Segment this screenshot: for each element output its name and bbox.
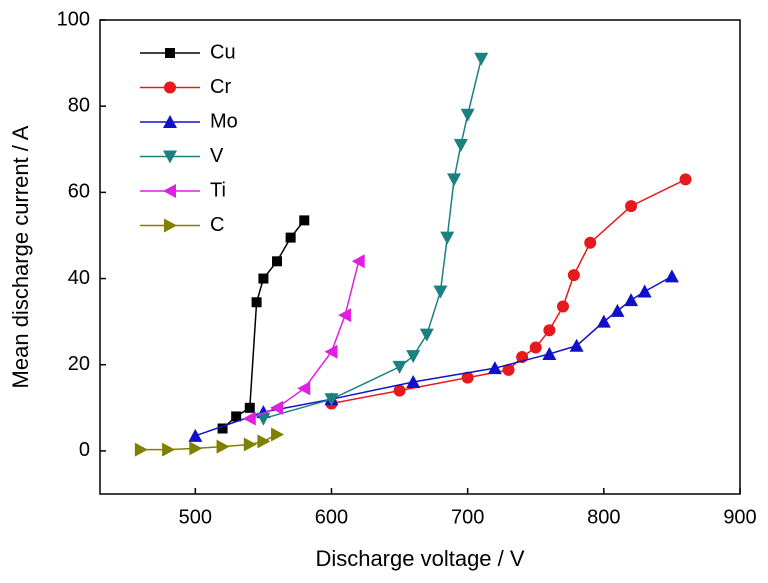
y-tick-label: 40 xyxy=(68,267,90,289)
y-tick-label: 20 xyxy=(68,353,90,375)
y-tick-label: 60 xyxy=(68,181,90,203)
data-point xyxy=(251,297,262,308)
plot-frame xyxy=(99,19,741,495)
legend-marker xyxy=(164,81,176,94)
data-point xyxy=(271,427,285,442)
y-axis-title: Mean discharge current / A xyxy=(8,125,33,388)
x-tick-label: 800 xyxy=(587,506,620,528)
data-point xyxy=(134,442,148,457)
data-point xyxy=(543,324,556,337)
data-point xyxy=(461,371,474,384)
data-point xyxy=(272,256,283,267)
data-point xyxy=(351,254,365,269)
y-tick-label: 100 xyxy=(57,8,90,30)
data-point xyxy=(584,236,597,249)
data-point xyxy=(285,232,296,243)
legend-label: C xyxy=(210,214,224,236)
data-point xyxy=(664,269,679,283)
legend-marker xyxy=(165,48,175,58)
data-point xyxy=(257,434,271,449)
data-point xyxy=(529,341,542,354)
data-point xyxy=(610,303,625,317)
data-point xyxy=(419,328,434,342)
legend-label: Ti xyxy=(210,179,226,201)
data-point xyxy=(324,344,338,359)
data-point xyxy=(406,350,421,364)
x-axis-title: Discharge voltage / V xyxy=(315,546,524,571)
data-point xyxy=(624,293,639,307)
series-line xyxy=(249,261,360,420)
series-line xyxy=(331,178,686,405)
data-point xyxy=(162,442,176,457)
data-point xyxy=(217,423,228,434)
data-point xyxy=(433,285,448,299)
data-point xyxy=(256,412,271,426)
data-point xyxy=(569,338,584,352)
data-point xyxy=(453,138,468,152)
data-point xyxy=(447,173,462,187)
data-point xyxy=(474,52,489,66)
y-tick-label: 0 xyxy=(79,439,90,461)
data-point xyxy=(297,381,311,396)
data-point xyxy=(392,360,407,374)
data-point xyxy=(189,441,203,456)
legend-label: Mo xyxy=(210,110,238,132)
data-point xyxy=(216,439,230,454)
data-point xyxy=(231,411,242,422)
legend-marker xyxy=(163,115,177,128)
legend-label: V xyxy=(210,145,224,167)
data-point xyxy=(242,411,256,426)
data-point xyxy=(440,231,455,245)
y-tick-label: 80 xyxy=(68,94,90,116)
data-point xyxy=(299,215,310,226)
data-point xyxy=(567,269,580,282)
data-point xyxy=(393,384,406,397)
x-tick-label: 900 xyxy=(723,506,756,528)
data-point xyxy=(270,400,284,415)
data-point xyxy=(556,300,569,313)
data-point xyxy=(460,108,475,122)
data-point xyxy=(625,200,638,213)
series-line xyxy=(140,433,278,451)
data-point xyxy=(487,361,502,375)
legend-marker xyxy=(163,184,176,198)
legend-label: Cu xyxy=(210,41,236,63)
x-tick-label: 700 xyxy=(451,506,484,528)
x-tick-label: 500 xyxy=(179,506,212,528)
data-point xyxy=(679,173,692,186)
legend-marker xyxy=(164,218,177,233)
data-point xyxy=(188,428,203,442)
data-point xyxy=(502,363,515,376)
data-point xyxy=(637,284,652,298)
data-point xyxy=(243,437,257,452)
legend-marker xyxy=(163,150,177,164)
data-point xyxy=(324,393,339,407)
data-point xyxy=(406,374,421,388)
data-point xyxy=(338,308,352,323)
data-point xyxy=(258,273,269,284)
legend-label: Cr xyxy=(210,76,231,98)
data-point xyxy=(244,402,255,413)
data-point xyxy=(542,346,557,360)
x-tick-label: 600 xyxy=(315,506,348,528)
data-point xyxy=(596,314,611,328)
